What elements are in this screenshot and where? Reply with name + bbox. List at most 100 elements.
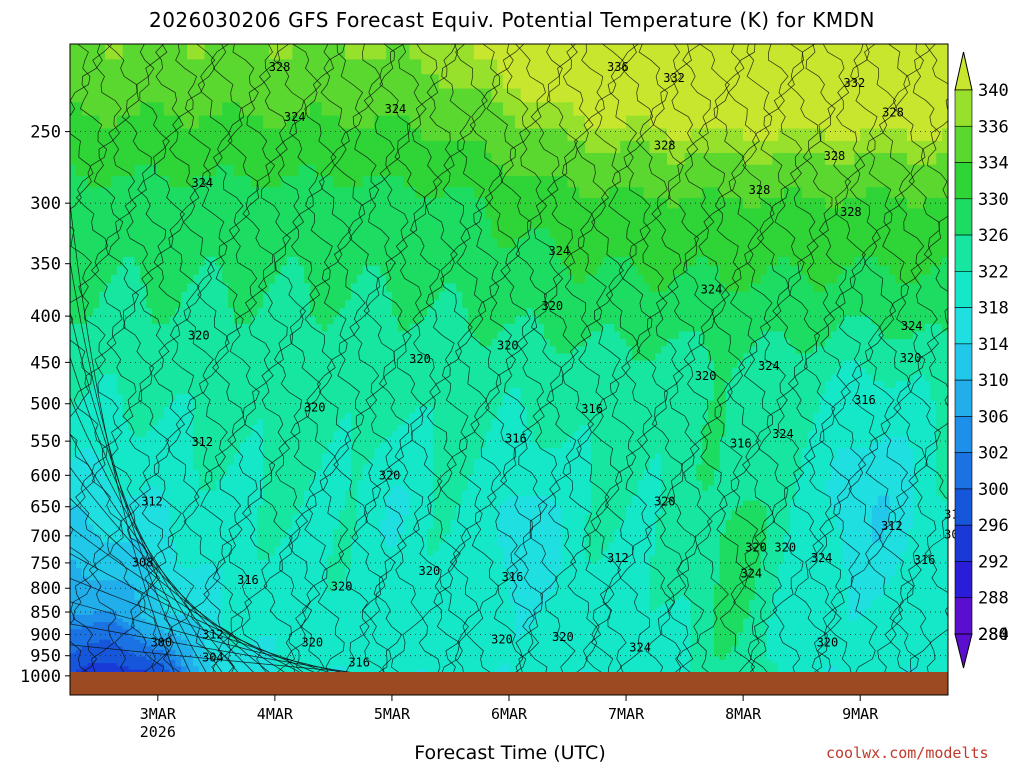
- x-tick-label: 9MAR: [842, 705, 879, 723]
- contour-label: 320: [552, 630, 574, 644]
- y-tick-label: 650: [30, 498, 61, 518]
- contour-line: [772, 44, 805, 692]
- contour-label: 328: [654, 138, 676, 152]
- contour-label: 320: [774, 540, 796, 554]
- y-tick-label: 450: [30, 353, 61, 373]
- contour-label: 328: [882, 105, 904, 119]
- colorbar-label: 292: [978, 552, 1009, 572]
- colorbar-label: 330: [978, 190, 1009, 210]
- contour-line: [70, 601, 356, 677]
- credit-link[interactable]: coolwx.com/modelts: [826, 744, 989, 762]
- colorbar-swatch: [954, 597, 973, 635]
- y-tick-label: 950: [30, 647, 61, 667]
- contour-label: 332: [844, 76, 866, 90]
- theta-e-field: [70, 44, 948, 695]
- colorbar-label: 326: [978, 226, 1009, 246]
- contour-label: 320: [491, 633, 513, 647]
- contour-line: [545, 44, 579, 692]
- y-tick-label: 1000: [20, 667, 61, 687]
- contour-label: 312: [191, 435, 213, 449]
- contour-label: 320: [331, 579, 353, 593]
- colorbar-label: 340: [978, 81, 1009, 101]
- contour-line: [889, 44, 926, 692]
- colorbar-swatch: [954, 524, 973, 562]
- contour-label: 316: [914, 553, 936, 567]
- contour-label: 324: [901, 319, 923, 333]
- contour-line: [182, 44, 221, 692]
- contour-line: [366, 44, 412, 692]
- contour-line: [197, 44, 239, 692]
- contour-label: 316: [854, 393, 876, 407]
- contour-line: [651, 44, 694, 692]
- contour-label: 324: [701, 283, 723, 297]
- contour-line: [70, 44, 94, 692]
- contour-line: [70, 644, 389, 677]
- colorbar-swatch: [954, 125, 973, 163]
- contour-label: 320: [379, 468, 401, 482]
- contour-line: [666, 44, 700, 692]
- colorbar-swatch: [954, 561, 973, 599]
- contour-line: [500, 44, 540, 692]
- contour-label: 336: [607, 60, 629, 74]
- contour-label: 324: [758, 359, 780, 373]
- y-tick-label: 750: [30, 554, 61, 574]
- colorbar-swatch: [954, 234, 973, 272]
- contour-line: [727, 44, 767, 692]
- contour-line: [514, 44, 548, 692]
- x-tick-label: 3MAR: [140, 705, 177, 723]
- contour-label: 316: [502, 570, 524, 584]
- contour-line: [409, 44, 453, 692]
- contour-line: [70, 433, 258, 677]
- y-tick-label: 400: [30, 307, 61, 327]
- colorbar-label: 334: [978, 154, 1009, 174]
- contour-line: [696, 44, 731, 692]
- colorbar-label: 280: [978, 625, 1009, 645]
- y-tick-label: 550: [30, 432, 61, 452]
- contour-label: 324: [385, 102, 407, 116]
- colorbar-min-arrow: [954, 633, 973, 669]
- contour-label: 324: [629, 640, 651, 654]
- contour-line: [425, 44, 465, 692]
- y-tick-label: 850: [30, 603, 61, 623]
- contour-label: 320: [695, 369, 717, 383]
- x-tick-label: 5MAR: [374, 705, 411, 723]
- contour-label: 324: [772, 427, 794, 441]
- colorbar-swatch: [954, 89, 973, 127]
- contour-line: [923, 44, 948, 692]
- contour-label: 332: [663, 71, 685, 85]
- colorbar-max-arrow: [954, 51, 973, 91]
- colorbar-label: 306: [978, 407, 1009, 427]
- contour-label: 320: [301, 635, 323, 649]
- contour-line: [863, 44, 904, 692]
- contour-line: [137, 44, 170, 692]
- contour-line: [87, 44, 124, 692]
- colorbar-label: 300: [978, 480, 1009, 500]
- y-tick-label: 300: [30, 194, 61, 214]
- colorbar-label: 302: [978, 444, 1009, 464]
- contour-label: 328: [269, 60, 291, 74]
- contour-label: 300: [150, 635, 172, 649]
- x-tick-label: 8MAR: [725, 705, 762, 723]
- contour-line: [750, 44, 790, 692]
- contour-line: [106, 44, 143, 692]
- contour-label: 324: [191, 176, 213, 190]
- contour-label: 312: [202, 627, 224, 641]
- contour-line: [561, 44, 602, 692]
- y-tick-label: 350: [30, 255, 61, 275]
- contour-label: 316: [581, 402, 603, 416]
- contour-line: [848, 44, 882, 692]
- colorbar-label: 288: [978, 589, 1009, 609]
- colorbar: 340 336 334 330 326 322 318 314 310 306 302 300 296 2…: [954, 51, 1009, 669]
- colorbar-swatch: [954, 416, 973, 453]
- contour-label: 320: [409, 352, 431, 366]
- contour-line: [121, 44, 165, 692]
- y-tick-label: 900: [30, 625, 61, 645]
- colorbar-label: 296: [978, 516, 1009, 536]
- colorbar-swatch: [954, 198, 973, 236]
- contour-label: 320: [900, 351, 922, 365]
- contour-line: [333, 44, 370, 692]
- contour-line: [466, 44, 503, 692]
- colorbar-swatch: [954, 488, 973, 526]
- contour-line: [217, 44, 260, 692]
